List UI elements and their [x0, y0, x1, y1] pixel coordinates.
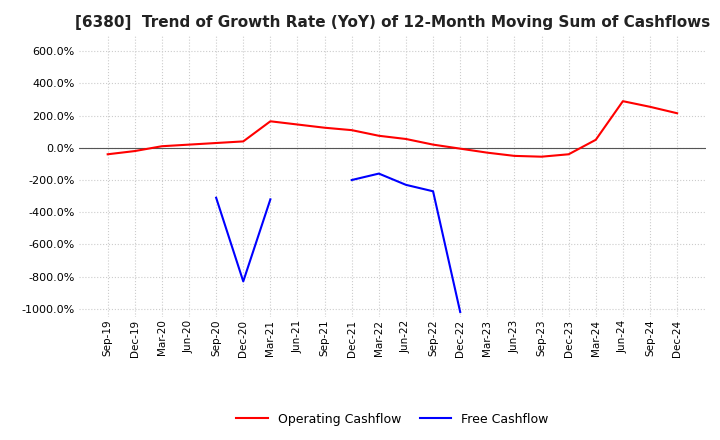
Operating Cashflow: [672, 110, 681, 116]
Operating Cashflow: [104, 152, 112, 157]
Operating Cashflow: [320, 125, 329, 130]
Operating Cashflow: [483, 150, 492, 155]
Operating Cashflow: [564, 152, 573, 157]
Operating Cashflow: [510, 153, 518, 158]
Operating Cashflow: [266, 119, 275, 124]
Title: [6380]  Trend of Growth Rate (YoY) of 12-Month Moving Sum of Cashflows: [6380] Trend of Growth Rate (YoY) of 12-…: [75, 15, 710, 30]
Free Cashflow: [212, 195, 220, 200]
Operating Cashflow: [158, 143, 166, 149]
Operating Cashflow: [293, 122, 302, 127]
Operating Cashflow: [618, 99, 627, 104]
Operating Cashflow: [130, 148, 139, 154]
Operating Cashflow: [537, 154, 546, 159]
Line: Free Cashflow: Free Cashflow: [216, 198, 271, 282]
Line: Operating Cashflow: Operating Cashflow: [108, 101, 677, 157]
Operating Cashflow: [428, 142, 437, 147]
Operating Cashflow: [185, 142, 194, 147]
Operating Cashflow: [348, 128, 356, 133]
Operating Cashflow: [374, 133, 383, 139]
Operating Cashflow: [456, 146, 464, 151]
Operating Cashflow: [402, 136, 410, 142]
Operating Cashflow: [646, 104, 654, 110]
Operating Cashflow: [591, 137, 600, 143]
Free Cashflow: [266, 197, 275, 202]
Free Cashflow: [239, 279, 248, 284]
Legend: Operating Cashflow, Free Cashflow: Operating Cashflow, Free Cashflow: [231, 407, 554, 430]
Operating Cashflow: [239, 139, 248, 144]
Operating Cashflow: [212, 140, 220, 146]
